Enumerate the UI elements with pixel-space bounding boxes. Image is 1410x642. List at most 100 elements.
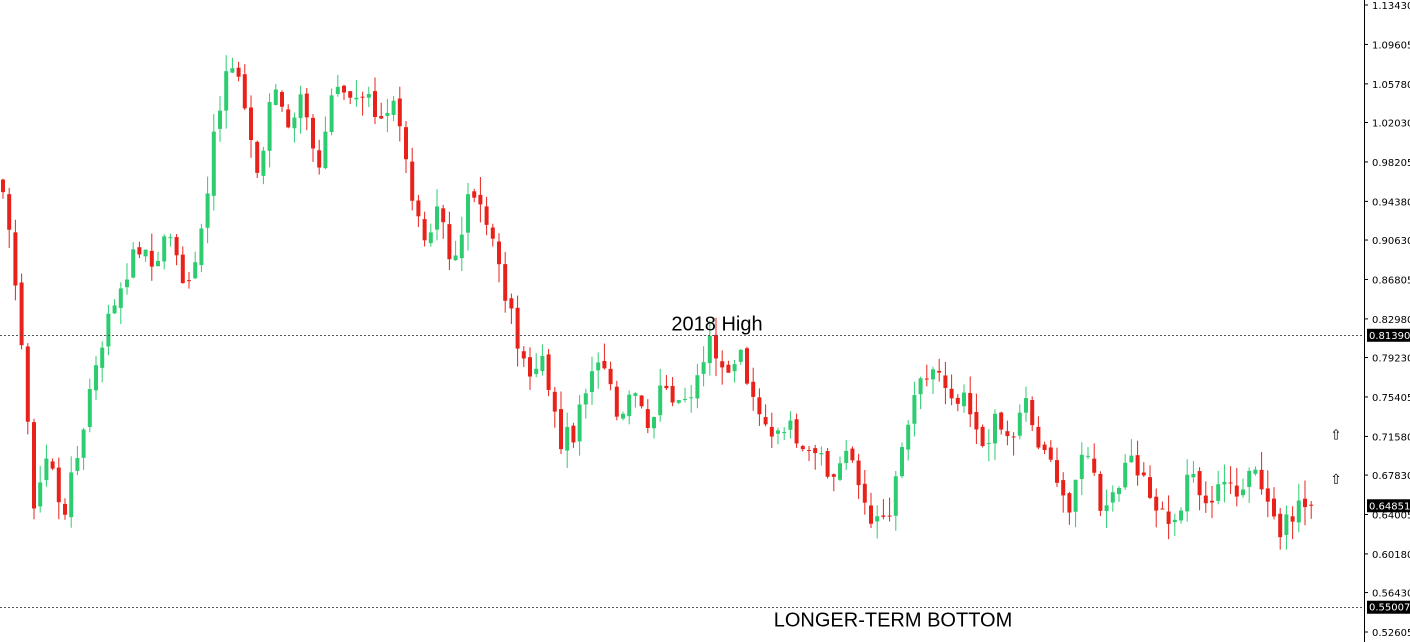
candle-body-down (422, 219, 427, 241)
candle-body-up (701, 362, 706, 374)
candle-body-down (56, 467, 61, 503)
candle-body-down (149, 250, 154, 267)
up-arrow-icon: ⇧ (1330, 428, 1342, 444)
price-tag-label: 0.55007 (1369, 603, 1410, 614)
candle-body-up (1110, 492, 1115, 503)
candle-body-up (292, 117, 297, 129)
candle-body-down (1005, 431, 1010, 437)
candle-body-down (1210, 500, 1214, 503)
candle-body-up (1241, 489, 1245, 496)
candle-body-up (1222, 481, 1227, 485)
candle-body-down (509, 298, 514, 309)
candle-body-up (1179, 510, 1183, 521)
candle-body-down (441, 208, 446, 223)
candle-body-down (1203, 495, 1208, 504)
candle-body-up (323, 131, 328, 169)
level-label-longer-term-bottom: LONGER-TERM BOTTOM (774, 610, 1013, 632)
candle-body-up (962, 392, 966, 407)
candle-body-down (1234, 485, 1239, 497)
candle-body-up (1253, 469, 1258, 474)
candle-body-down (236, 67, 241, 77)
candle-body-down (856, 460, 861, 486)
candle-body-up (205, 193, 210, 228)
y-tick-label: 0.90630 (1372, 236, 1410, 247)
candle-body-up (125, 279, 129, 288)
candle-body-down (416, 200, 421, 217)
candle-body-up (94, 365, 98, 391)
candle-body-down (286, 109, 291, 128)
y-tick-label: 0.71580 (1372, 432, 1410, 443)
candle-body-down (503, 264, 508, 301)
candle-body-up (106, 313, 111, 347)
y-tick-label: 0.52605 (1372, 628, 1410, 639)
price-axis[interactable]: 1.13430 1.09605 1.05780 1.02030 0.98205 0.943… (1364, 0, 1410, 642)
candle-body-up (118, 288, 123, 308)
candle-body-up (298, 94, 303, 119)
candle-body-down (614, 386, 619, 417)
candle-body-up (732, 364, 737, 372)
candle-body-down (714, 334, 718, 359)
y-tick-label: 0.79230 (1372, 354, 1410, 365)
candle-body-down (807, 450, 811, 452)
candle-body-up (162, 236, 167, 262)
candle-body-up (168, 237, 173, 239)
candle-body-up (267, 102, 272, 151)
candle-body-down (447, 224, 452, 260)
candle-body-down (1141, 472, 1146, 476)
candle-body-down (7, 194, 12, 230)
y-tick-label: 1.05780 (1372, 80, 1410, 91)
candle-body-up (1079, 454, 1084, 480)
candle-body-up (1216, 484, 1221, 501)
candle-body-down (999, 412, 1004, 430)
price-tag-label: 0.81390 (1369, 331, 1410, 342)
candle-body-down (1290, 516, 1295, 522)
candle-body-down (404, 127, 408, 160)
candle-body-up (900, 447, 904, 477)
y-tick-label: 0.94380 (1372, 197, 1410, 208)
candle-body-down (800, 446, 805, 450)
candle-body-up (428, 232, 433, 244)
candle-body-up (1123, 462, 1128, 488)
candle-body-down (1055, 460, 1059, 483)
candle-body-down (528, 357, 532, 377)
candle-body-down (478, 194, 483, 205)
candle-body-up (87, 389, 92, 427)
y-tick-label: 0.82980 (1372, 315, 1410, 326)
y-tick-label: 1.09605 (1372, 40, 1410, 51)
candle-body-down (19, 282, 24, 346)
candle-body-down (1135, 455, 1140, 476)
candle-body-up (707, 335, 712, 364)
candle-body-up (689, 397, 694, 399)
candle-body-down (32, 422, 36, 509)
candle-body-up (1024, 398, 1028, 413)
candle-body-up (1129, 455, 1134, 463)
candle-body-down (521, 351, 526, 359)
candle-body-up (788, 420, 793, 430)
candle-body-up (131, 249, 136, 278)
candle-body-down (757, 397, 762, 415)
candle-body-down (720, 361, 725, 368)
candle-body-down (484, 206, 489, 225)
candle-body-down (1272, 498, 1276, 517)
candle-body-down (1154, 496, 1159, 511)
candle-body-down (1148, 477, 1152, 498)
candle-body-down (311, 117, 315, 149)
candle-body-up (156, 260, 160, 267)
y-tick-label: 0.86805 (1372, 275, 1410, 286)
candle-body-up (199, 228, 204, 266)
price-tags-group: 0.81390 0.55007 0.64851 (1367, 328, 1410, 614)
candle-body-down (317, 150, 322, 168)
candle-body-down (813, 448, 818, 454)
candle-body-up (1172, 519, 1177, 523)
candle-body-up (1104, 505, 1109, 512)
candle-body-down (1030, 400, 1035, 426)
candle-body-down (360, 96, 365, 98)
y-tick-label: 0.56430 (1372, 589, 1410, 600)
candle-body-down (490, 227, 495, 239)
candle-body-down (850, 448, 855, 461)
candle-body-down (1061, 480, 1066, 496)
candle-body-up (211, 131, 216, 196)
candle-body-up (844, 450, 849, 464)
candle-body-down (1092, 458, 1097, 473)
